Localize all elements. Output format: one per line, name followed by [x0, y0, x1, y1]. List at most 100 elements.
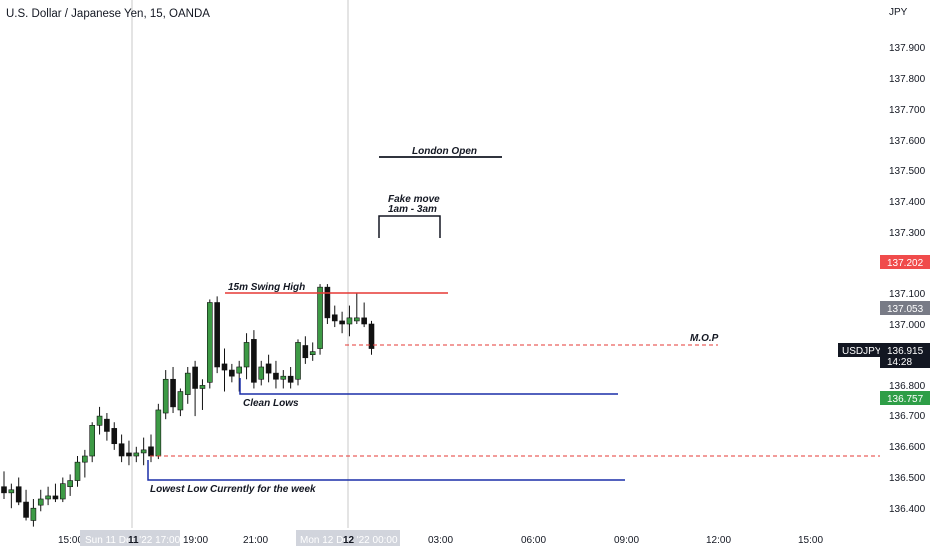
- candle-bearish[interactable]: [368, 323, 375, 349]
- candle-bullish[interactable]: [82, 455, 88, 463]
- gray-level-value: 137.053: [887, 304, 924, 315]
- candle-bearish[interactable]: [52, 495, 59, 500]
- candle-bearish[interactable]: [148, 446, 154, 457]
- london-open-label: London Open: [412, 146, 477, 157]
- candle-bearish[interactable]: [251, 339, 257, 383]
- candle-bearish[interactable]: [15, 486, 22, 503]
- candles-group: [1, 284, 375, 527]
- candle-bearish[interactable]: [104, 418, 110, 432]
- candle-bearish[interactable]: [324, 286, 331, 319]
- candle-bearish[interactable]: [221, 363, 228, 371]
- candle-bearish[interactable]: [126, 452, 132, 457]
- candle-bullish[interactable]: [353, 317, 360, 322]
- time-axis[interactable]: 15:00 Sun 11 Dec '22 17:00 11 19:00 21:0…: [0, 528, 932, 550]
- candle-bearish[interactable]: [1, 486, 7, 494]
- candle-bearish[interactable]: [273, 372, 279, 380]
- candle-bullish[interactable]: [59, 483, 66, 500]
- crosshair-mon-label: Mon 12 Dec '22 00:00: [300, 535, 398, 546]
- price-axis[interactable]: JPY 137.900 137.800 137.700 137.600 137.…: [838, 0, 932, 528]
- candle-bearish[interactable]: [170, 378, 176, 408]
- candle-bearish[interactable]: [229, 369, 235, 377]
- candle-bullish[interactable]: [309, 351, 316, 356]
- candle-bearish[interactable]: [287, 375, 294, 383]
- candle-bullish[interactable]: [162, 378, 169, 414]
- candle-bullish[interactable]: [317, 286, 323, 349]
- clean-lows-line[interactable]: [239, 378, 618, 395]
- candle-bearish[interactable]: [23, 501, 29, 518]
- time-label: 03:00: [428, 535, 453, 546]
- price-tick: 137.600: [889, 136, 926, 147]
- time-label: 15:00: [798, 535, 823, 546]
- crosshair-mon-badge: [296, 530, 400, 546]
- candle-bullish[interactable]: [37, 498, 44, 506]
- symbol-title: U.S. Dollar / Japanese Yen, 15, OANDA: [6, 8, 210, 20]
- fake-move-bracket[interactable]: [378, 215, 441, 238]
- red-level-value: 137.202: [887, 258, 924, 269]
- candle-bullish[interactable]: [155, 409, 162, 457]
- last-price-value: 136.915: [887, 346, 924, 357]
- candle-bullish[interactable]: [8, 489, 15, 494]
- candle-bearish[interactable]: [265, 363, 272, 374]
- candle-bullish[interactable]: [74, 461, 81, 481]
- price-tick: 137.000: [889, 320, 926, 331]
- candle-bullish[interactable]: [295, 342, 301, 380]
- candle-bearish[interactable]: [302, 345, 309, 359]
- candle-bullish[interactable]: [89, 425, 95, 457]
- price-tick: 137.700: [889, 105, 926, 116]
- candle-bullish[interactable]: [346, 317, 353, 325]
- fake-move-label-line2: 1am - 3am: [388, 204, 437, 215]
- candle-bullish[interactable]: [207, 302, 213, 383]
- red-level-badge: [880, 255, 930, 269]
- green-level-badge: [880, 391, 930, 405]
- price-tick: 136.600: [889, 442, 926, 453]
- candle-bullish[interactable]: [45, 495, 51, 500]
- candle-bullish[interactable]: [133, 452, 140, 457]
- gray-level-badge: [880, 301, 930, 315]
- time-label: 06:00: [521, 535, 546, 546]
- candle-bullish[interactable]: [67, 480, 73, 488]
- fake-move-label-line1: Fake move: [388, 194, 440, 205]
- time-label: 15:00: [58, 535, 83, 546]
- candle-bullish[interactable]: [258, 366, 265, 380]
- time-axis-bg: [0, 528, 932, 550]
- candle-bullish[interactable]: [236, 366, 242, 374]
- candle-bearish[interactable]: [118, 443, 125, 457]
- candle-bullish[interactable]: [140, 449, 147, 454]
- symbol-badge: [838, 343, 880, 357]
- price-tick: 137.800: [889, 74, 926, 85]
- plot-area[interactable]: [0, 0, 880, 528]
- candle-bullish[interactable]: [30, 507, 37, 521]
- candle-bearish[interactable]: [214, 302, 220, 368]
- time-label: 09:00: [614, 535, 639, 546]
- candle-bearish[interactable]: [192, 366, 198, 389]
- price-tick: 136.500: [889, 473, 926, 484]
- green-level-value: 136.757: [887, 394, 924, 405]
- candle-bullish[interactable]: [184, 372, 191, 395]
- time-label: 12:00: [706, 535, 731, 546]
- time-label: 21:00: [243, 535, 268, 546]
- lowest-low-line[interactable]: [147, 460, 625, 481]
- mop-label: M.O.P: [690, 333, 719, 344]
- price-tick: 137.300: [889, 228, 926, 239]
- clean-lows-label: Clean Lows: [243, 398, 299, 409]
- price-tick: 136.700: [889, 411, 926, 422]
- candle-bullish[interactable]: [96, 415, 103, 426]
- crosshair-sun-badge: [80, 530, 180, 546]
- candle-bearish[interactable]: [111, 428, 118, 445]
- price-axis-currency: JPY: [889, 7, 908, 18]
- time-label: 19:00: [183, 535, 208, 546]
- price-tick: 136.800: [889, 381, 926, 392]
- last-price-badge: [880, 343, 930, 368]
- candle-bearish[interactable]: [339, 320, 345, 325]
- candle-bearish[interactable]: [361, 317, 367, 325]
- candle-bullish[interactable]: [243, 342, 250, 368]
- time-tick-11: 11: [128, 535, 139, 546]
- lowest-low-label: Lowest Low Currently for the week: [150, 484, 316, 495]
- candle-bullish[interactable]: [177, 391, 184, 411]
- time-tick-12: 12: [343, 535, 355, 546]
- candle-bullish[interactable]: [199, 385, 206, 389]
- price-tick: 136.400: [889, 504, 926, 515]
- candle-bullish[interactable]: [280, 375, 287, 380]
- candle-bearish[interactable]: [331, 314, 338, 322]
